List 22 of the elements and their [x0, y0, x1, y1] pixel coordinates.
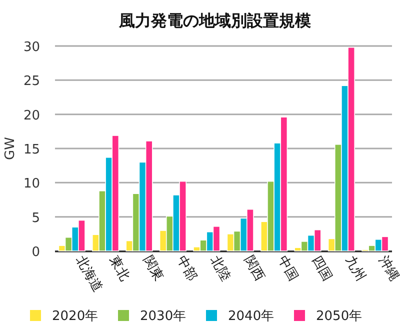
y-tick-label: 5 [32, 210, 40, 226]
y-tick-label: 10 [23, 176, 40, 192]
x-tick-label: 北陸 [207, 254, 234, 284]
x-tick-label: 四国 [308, 254, 334, 284]
x-tick-label: 中部 [173, 254, 200, 284]
y-tick-label: 15 [23, 142, 40, 158]
y-tick-label: 25 [23, 74, 40, 90]
x-tick-label: 九州 [342, 254, 368, 284]
y-axis-title: GW [3, 136, 18, 160]
x-tick-label: 関西 [240, 254, 267, 284]
legend-label: 2050年 [316, 309, 362, 324]
legend-label: 2020年 [52, 309, 98, 324]
x-tick-label: 東北 [106, 254, 132, 284]
chart-title: 風力発電の地域別設置規模 [118, 11, 311, 30]
y-tick-label: 30 [23, 40, 40, 55]
y-tick-label: 20 [23, 108, 40, 124]
x-tick-label: 関東 [140, 254, 166, 284]
x-tick-label: 中国 [274, 254, 301, 284]
y-tick-label: 0 [32, 245, 40, 260]
legend-label: 2040年 [228, 309, 274, 324]
x-tick-label: 北海道 [72, 254, 105, 295]
legend-label: 2030年 [140, 309, 186, 324]
